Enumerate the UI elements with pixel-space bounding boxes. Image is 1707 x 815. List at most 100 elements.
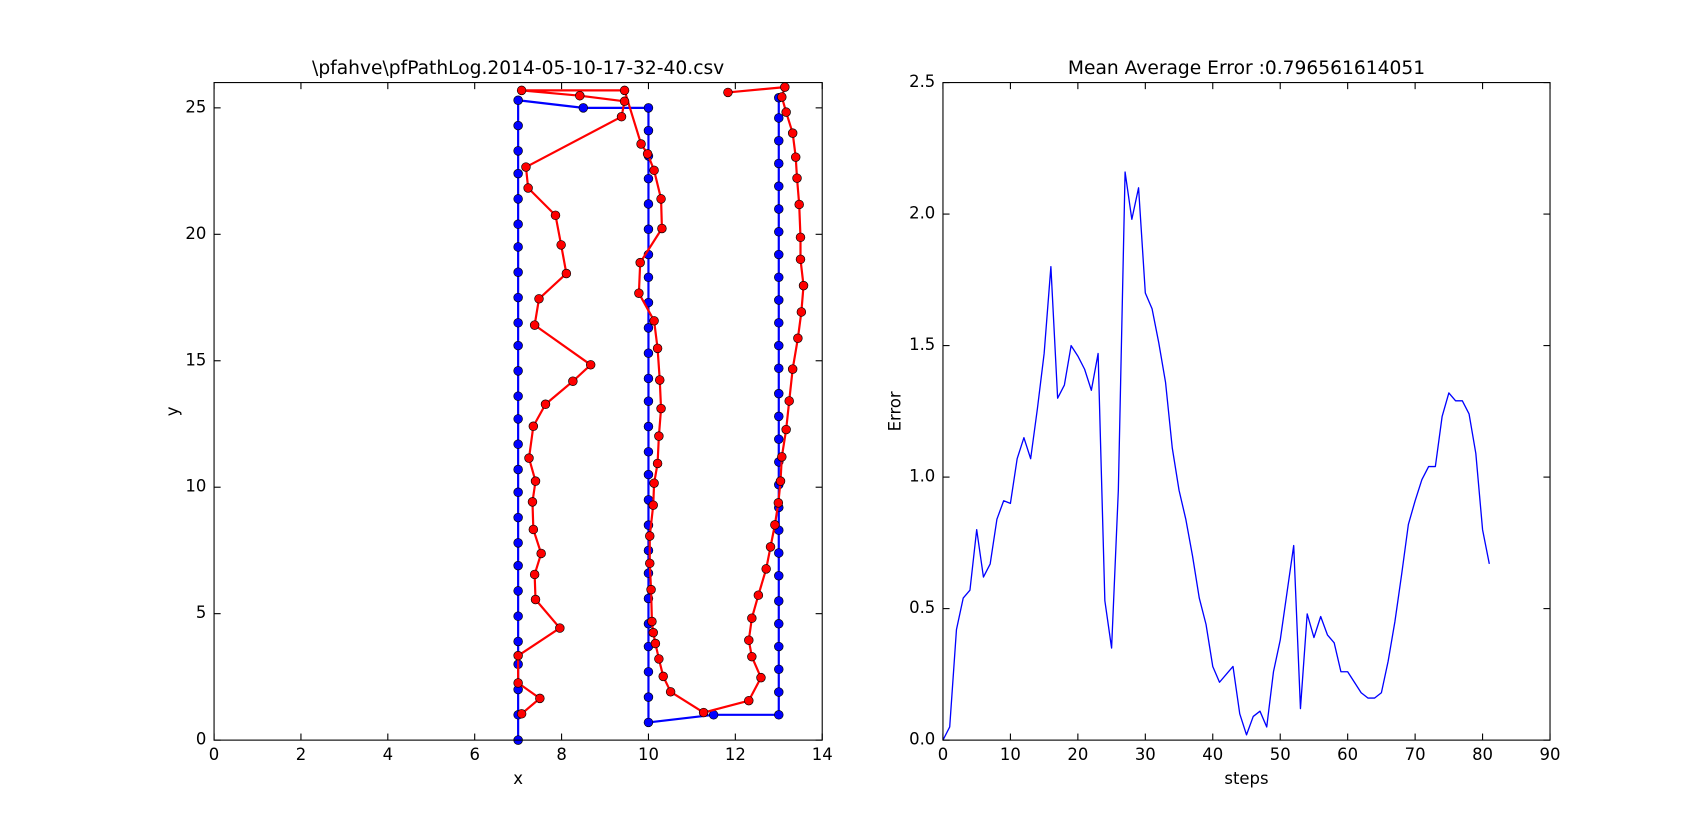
y-axis-label: Error [885, 391, 904, 431]
x-tick-label: 50 [1270, 745, 1291, 764]
point [555, 623, 565, 633]
y-tick-label: 2.5 [909, 72, 935, 91]
point [513, 391, 523, 401]
point [516, 85, 527, 96]
point [777, 92, 787, 102]
point [774, 571, 784, 581]
point [774, 136, 784, 146]
point [513, 611, 523, 621]
point [643, 692, 654, 702]
point [643, 469, 654, 480]
point [761, 564, 771, 574]
point [796, 307, 807, 317]
y-tick-label: 0.0 [909, 730, 935, 749]
point [774, 710, 784, 720]
point [643, 545, 654, 556]
y-tick-label: 5 [196, 603, 206, 622]
point [774, 113, 784, 123]
point [774, 295, 784, 305]
point [747, 613, 757, 623]
x-tick-label: 12 [725, 745, 746, 764]
point [747, 651, 757, 662]
point [513, 650, 523, 661]
point [795, 232, 806, 243]
chart-title: Mean Average Error :0.796561614051 [1068, 58, 1425, 79]
point [516, 709, 527, 719]
point [652, 343, 663, 354]
point [619, 96, 630, 107]
point [774, 204, 784, 214]
point [744, 695, 754, 706]
point [643, 373, 654, 384]
point [774, 272, 784, 283]
point [643, 323, 654, 333]
point [649, 478, 659, 488]
point [634, 288, 644, 298]
point [540, 399, 551, 409]
point [513, 366, 523, 376]
point [773, 498, 784, 508]
point [780, 82, 790, 92]
point [513, 560, 523, 571]
point [523, 183, 533, 193]
point [774, 596, 784, 606]
point [643, 103, 654, 113]
point [535, 693, 545, 704]
point [550, 210, 561, 221]
y-tick-label: 1.0 [909, 467, 935, 486]
point [513, 586, 523, 596]
point [643, 199, 654, 209]
point [774, 227, 784, 237]
y-axis-label: y [163, 406, 182, 416]
point [513, 194, 523, 204]
point [795, 254, 806, 265]
point [561, 268, 572, 279]
point [698, 707, 709, 718]
point [530, 476, 541, 486]
x-tick-label: 60 [1337, 745, 1358, 764]
point [648, 627, 658, 638]
x-tick-label: 20 [1067, 745, 1088, 764]
point [513, 487, 523, 497]
point [798, 280, 809, 291]
point [792, 173, 802, 183]
y-tick-label: 0.5 [909, 598, 935, 617]
x-axis-label: steps [1224, 769, 1268, 788]
point [774, 434, 784, 444]
x-tick-label: 0 [938, 745, 948, 764]
axes-frame [213, 82, 823, 741]
y-tick-label: 1.5 [909, 335, 935, 354]
y-tick-label: 25 [185, 97, 206, 116]
point [643, 396, 654, 406]
point [643, 447, 654, 457]
point [645, 531, 655, 541]
point [513, 414, 523, 424]
y-tick-label: 20 [185, 224, 206, 243]
point [513, 318, 523, 328]
point [619, 85, 630, 96]
point [774, 411, 784, 422]
point [650, 638, 661, 649]
y-tick-label: 0 [196, 730, 206, 749]
point [643, 717, 654, 728]
x-tick-label: 4 [383, 745, 393, 764]
x-tick-label: 10 [1000, 745, 1021, 764]
point [774, 340, 784, 351]
series-line [942, 171, 1490, 741]
point [649, 316, 659, 326]
point [513, 340, 523, 351]
point [575, 90, 585, 101]
point [656, 403, 666, 414]
point [774, 318, 784, 328]
point [616, 111, 627, 122]
point [646, 584, 656, 595]
point [643, 173, 654, 184]
point [528, 524, 539, 535]
point [774, 687, 784, 697]
point [784, 396, 794, 406]
point [774, 249, 784, 260]
x-tick-label: 80 [1472, 745, 1493, 764]
point [513, 636, 523, 647]
point [536, 548, 546, 559]
point [529, 320, 540, 330]
